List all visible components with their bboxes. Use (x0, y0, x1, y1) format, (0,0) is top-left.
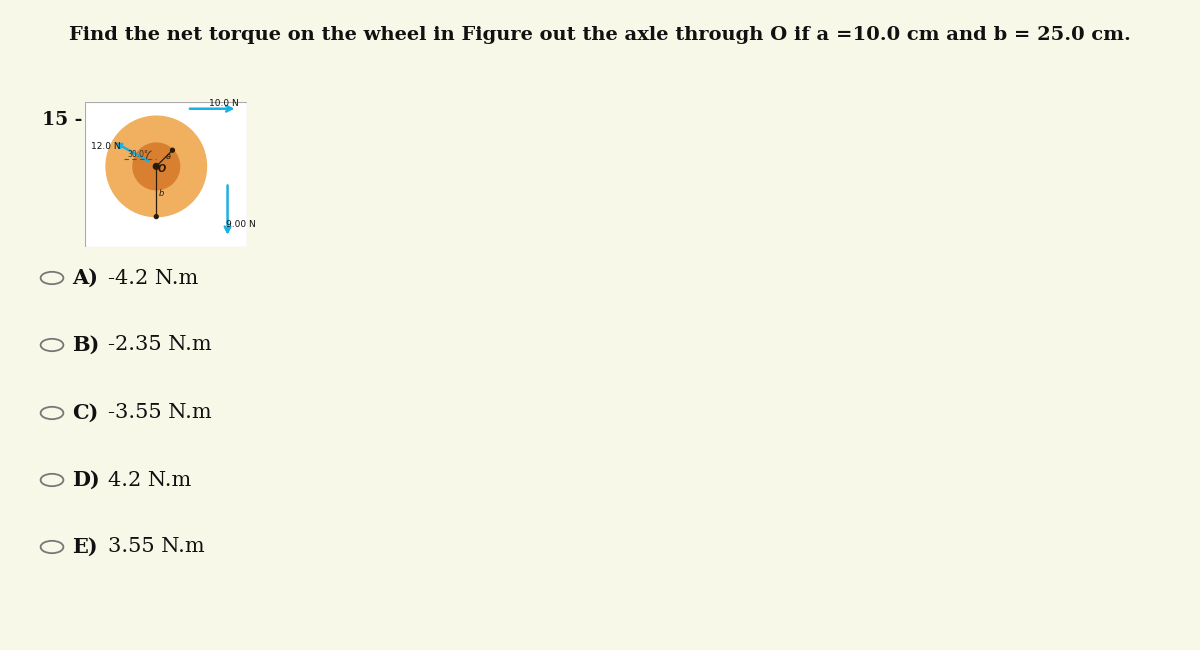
Text: A): A) (72, 268, 98, 288)
Text: 30.0°: 30.0° (127, 150, 148, 159)
Text: 3.55 N.m: 3.55 N.m (108, 538, 205, 556)
Text: -3.55 N.m: -3.55 N.m (108, 404, 211, 422)
Text: C): C) (72, 403, 98, 423)
Circle shape (106, 116, 206, 216)
Text: a: a (166, 152, 172, 161)
Text: 9.00 N: 9.00 N (227, 220, 256, 229)
Text: B): B) (72, 335, 100, 355)
Text: 12.0 N: 12.0 N (91, 142, 121, 151)
Text: Find the net torque on the wheel in Figure out the axle through O if a =10.0 cm : Find the net torque on the wheel in Figu… (70, 26, 1130, 44)
Circle shape (154, 164, 160, 169)
Text: D): D) (72, 470, 100, 490)
Text: b: b (160, 189, 164, 198)
Text: O: O (158, 164, 167, 174)
Text: 10.0 N: 10.0 N (210, 99, 239, 108)
Text: -2.35 N.m: -2.35 N.m (108, 335, 211, 354)
Text: E): E) (72, 537, 97, 557)
Circle shape (133, 143, 180, 190)
Circle shape (170, 148, 174, 152)
Circle shape (155, 214, 158, 218)
Text: -4.2 N.m: -4.2 N.m (108, 268, 198, 287)
Text: 4.2 N.m: 4.2 N.m (108, 471, 191, 489)
Text: 15 -: 15 - (42, 111, 83, 129)
